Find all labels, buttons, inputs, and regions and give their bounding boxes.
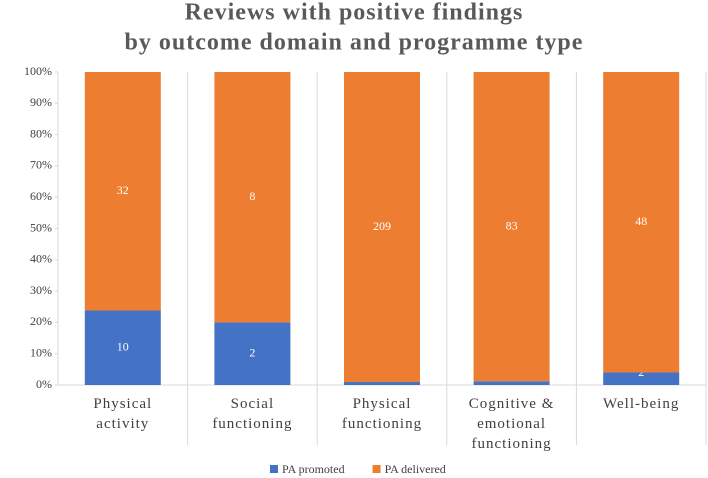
y-tick-label: 90%	[30, 95, 52, 109]
legend-label: PA promoted	[282, 462, 345, 476]
x-tick-label: Well-being	[603, 396, 679, 412]
value-label: 209	[373, 219, 391, 233]
value-label: 8	[249, 189, 255, 203]
bar-segment	[473, 381, 550, 385]
bar-segment	[344, 72, 420, 383]
bar-segment	[473, 72, 550, 382]
chart-title: Reviews with positive findings	[185, 0, 524, 26]
y-tick-label: 80%	[30, 126, 52, 140]
y-tick-label: 70%	[30, 158, 52, 172]
y-tick-label: 100%	[24, 64, 52, 78]
value-label: 83	[506, 218, 518, 232]
x-tick-label: Physical functioning	[342, 396, 422, 432]
chart-title: by outcome domain and programme type	[125, 30, 584, 56]
y-tick-label: 40%	[30, 252, 52, 266]
x-tick-label: Physical activity	[93, 396, 152, 432]
y-tick-label: 30%	[30, 283, 52, 297]
y-tick-label: 50%	[30, 220, 52, 234]
y-tick-label: 20%	[30, 314, 52, 328]
value-label: 10	[117, 339, 129, 353]
legend-swatch	[270, 465, 278, 473]
y-tick-label: 60%	[30, 189, 52, 203]
bar-segment	[603, 72, 680, 373]
y-tick-label: 0%	[36, 377, 52, 391]
x-tick-label: Cognitive & emotional functioning	[469, 396, 555, 452]
legend-swatch	[372, 465, 381, 473]
bar-segment	[214, 72, 291, 323]
value-label: 48	[635, 214, 647, 228]
bar-segment	[344, 382, 420, 385]
bar-segment	[84, 310, 161, 385]
bar-segment	[603, 372, 680, 385]
x-tick-label: Social functioning	[212, 396, 292, 432]
bar-segment	[214, 322, 291, 385]
bar-segment	[84, 72, 161, 311]
y-tick-label: 10%	[30, 345, 52, 359]
value-label: 2	[249, 345, 255, 359]
legend-label: PA delivered	[385, 462, 446, 476]
value-label: 32	[117, 183, 129, 197]
